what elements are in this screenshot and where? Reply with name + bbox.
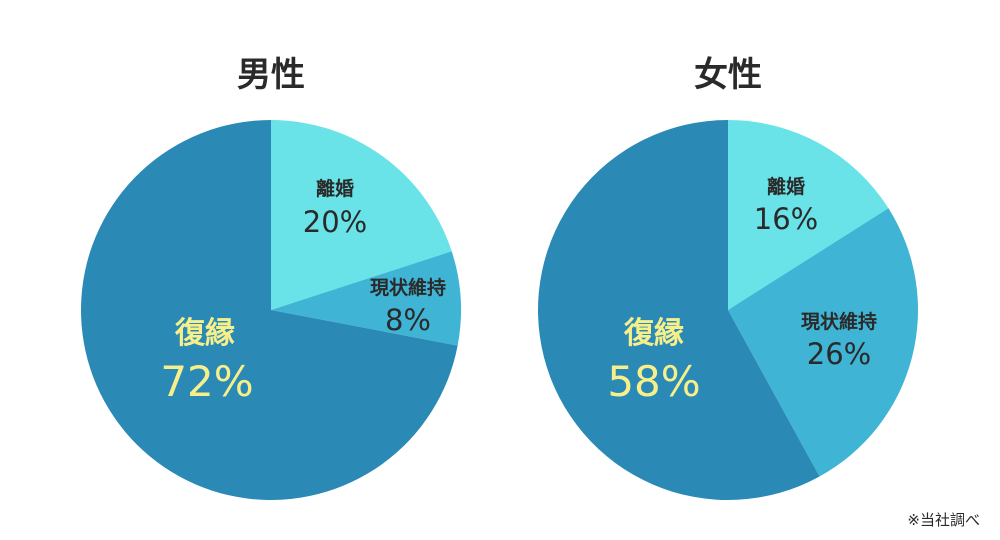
pie-slice-2-1 bbox=[728, 120, 889, 310]
slice-label-2-1: 離婚 bbox=[767, 175, 805, 198]
slice-value-1-3: 72% bbox=[160, 357, 253, 406]
chart-title-1: 男性 bbox=[237, 55, 305, 95]
slice-value-2-1: 16% bbox=[754, 202, 818, 236]
source-note: ※当社調べ bbox=[907, 511, 980, 529]
slice-label-1-2: 現状維持 bbox=[370, 276, 446, 299]
slice-label-1-3: 復縁 bbox=[174, 316, 235, 351]
chart-title-2: 女性 bbox=[694, 55, 762, 95]
slice-label-1-1: 離婚 bbox=[316, 177, 354, 200]
pie-slice-2-2 bbox=[728, 208, 918, 477]
pie-slice-1-3 bbox=[80, 120, 458, 501]
pie-slice-2-3 bbox=[538, 120, 820, 500]
pie-slice-1-1 bbox=[271, 120, 452, 310]
slice-label-2-2: 現状維持 bbox=[801, 310, 877, 333]
slice-value-1-1: 20% bbox=[303, 205, 367, 239]
slice-label-2-3: 復縁 bbox=[623, 316, 684, 351]
slice-value-2-2: 26% bbox=[807, 337, 871, 371]
slice-value-1-2: 8% bbox=[385, 303, 431, 337]
pie-slice-1-2 bbox=[271, 251, 461, 346]
slice-value-2-3: 58% bbox=[607, 357, 700, 406]
